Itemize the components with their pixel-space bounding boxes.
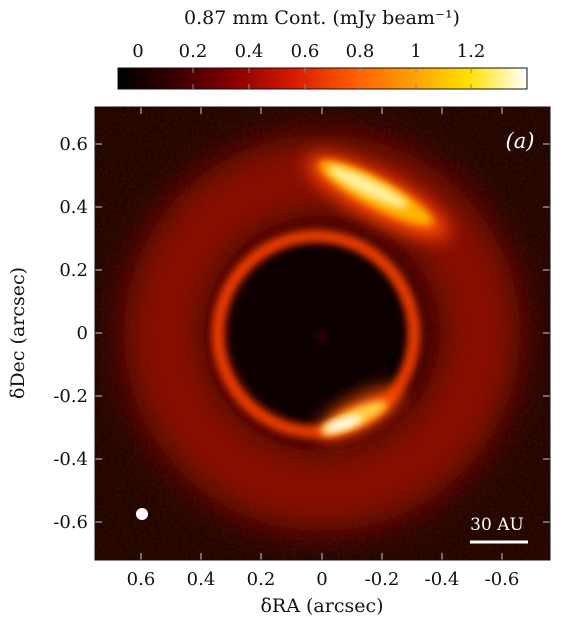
- x-tick-label: -0.6: [485, 569, 520, 590]
- colorbar-ticks: [192, 68, 472, 89]
- x-tick-label: 0: [316, 569, 327, 590]
- x-tick-label: 0.2: [247, 569, 276, 590]
- y-tick-label: 0.4: [59, 197, 88, 218]
- x-axis-label: δRA (arcsec): [260, 595, 383, 617]
- frame-ticks: [95, 107, 550, 560]
- colorbar-tick-label: 0.6: [291, 41, 320, 62]
- inner-ring-core: [216, 234, 416, 434]
- x-tick-label: -0.4: [425, 569, 460, 590]
- beam-ellipse: [136, 508, 148, 520]
- y-tick-label: 0.6: [59, 134, 88, 155]
- x-tick-labels: 0.6 0.4 0.2 0 -0.2 -0.4 -0.6: [127, 569, 520, 590]
- scale-bar-label: 30 AU: [470, 515, 524, 535]
- crescent-core: [328, 166, 408, 208]
- y-tick-label: 0: [77, 323, 88, 344]
- y-axis-label: δDec (arcsec): [7, 267, 29, 399]
- colorbar-tick-label: 0.8: [346, 41, 375, 62]
- panel-label: (a): [506, 129, 535, 153]
- plot-frame: [94, 106, 551, 561]
- x-tick-label: -0.2: [365, 569, 400, 590]
- colorbar-label: 0.87 mm Cont. (mJy beam⁻¹): [184, 7, 460, 29]
- colorbar-tick-labels: 0 0.2 0.4 0.6 0.8 1 1.2: [132, 41, 485, 62]
- colorbar-tick-label: 0.4: [235, 41, 264, 62]
- inner-arc-core: [323, 416, 363, 432]
- colorbar-tick-label: 1.2: [457, 41, 486, 62]
- y-tick-labels: 0.6 0.4 0.2 0 -0.2 -0.4 -0.6: [53, 134, 88, 533]
- continuum-image: 30 AU (a): [95, 107, 550, 560]
- colorbar-tick-label: 0.2: [179, 41, 208, 62]
- x-tick-label: 0.6: [127, 569, 156, 590]
- y-tick-label: -0.2: [53, 386, 88, 407]
- colorbar-tick-label: 0: [132, 41, 143, 62]
- x-tick-label: 0.4: [187, 569, 216, 590]
- y-tick-label: 0.2: [59, 260, 88, 281]
- colorbar: [117, 67, 528, 90]
- central-source: [318, 332, 326, 340]
- y-tick-label: -0.6: [53, 512, 88, 533]
- y-tick-label: -0.4: [53, 449, 88, 470]
- colorbar-tick-label: 1: [410, 41, 421, 62]
